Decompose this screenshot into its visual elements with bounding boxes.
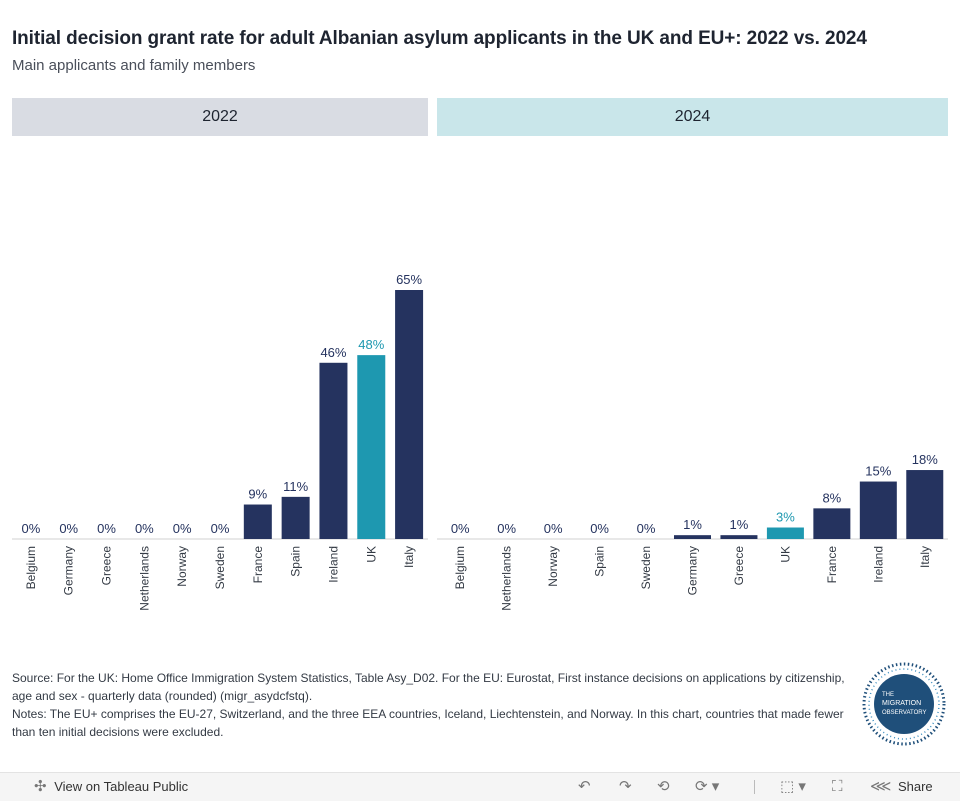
logo-text-line2: MIGRATION	[882, 700, 921, 707]
bar-2024-germany[interactable]	[674, 535, 711, 539]
data-label-2022-belgium: 0%	[22, 521, 41, 536]
tableau-icon: ✣	[34, 778, 47, 795]
data-label-2022-france: 9%	[248, 487, 267, 502]
tick-label-2022-france: France	[251, 546, 265, 584]
bar-2022-italy[interactable]	[395, 290, 424, 539]
tick-label-2024-netherlands: Netherlands	[500, 546, 514, 611]
bar-2022-spain[interactable]	[281, 496, 310, 539]
data-label-2022-germany: 0%	[59, 521, 78, 536]
logo-text-line3: OBSERVATORY	[882, 710, 926, 716]
share-button[interactable]: ⋘ Share	[870, 773, 933, 801]
redo-icon[interactable]: ↷	[619, 778, 632, 795]
data-label-2024-netherlands: 0%	[497, 521, 516, 536]
data-label-2024-belgium: 0%	[451, 521, 470, 536]
bar-2024-ireland[interactable]	[859, 481, 897, 539]
tick-label-2024-sweden: Sweden	[639, 546, 653, 589]
tick-label-2022-italy: Italy	[402, 546, 416, 568]
view-on-tableau-button[interactable]: ✣ View on Tableau Public	[34, 773, 188, 801]
tick-label-2024-norway: Norway	[546, 546, 560, 587]
data-label-2022-spain: 11%	[283, 479, 308, 494]
tick-label-2024-ireland: Ireland	[871, 546, 885, 583]
bar-2024-greece[interactable]	[720, 535, 758, 539]
download-icon[interactable]: ⬚ ▾	[780, 778, 806, 795]
bar-2024-uk[interactable]	[766, 527, 804, 539]
data-label-2024-ireland: 15%	[865, 464, 891, 479]
refresh-icon[interactable]: ⟳ ▾	[695, 778, 720, 795]
tableau-toolbar: ✣ View on Tableau Public ↶ ↷ ⟲ ⟳ ▾ ⬚ ▾ ⛶…	[0, 772, 960, 801]
data-label-2024-germany: 1%	[683, 517, 702, 532]
data-label-2024-sweden: 0%	[637, 521, 656, 536]
revert-icon[interactable]: ⟲	[657, 778, 670, 795]
data-label-2024-france: 8%	[822, 490, 841, 505]
tick-label-2022-ireland: Ireland	[326, 546, 340, 583]
data-label-2022-netherlands: 0%	[135, 521, 154, 536]
data-label-2022-ireland: 46%	[320, 345, 346, 360]
logo-text-line1: THE	[882, 692, 894, 698]
data-label-2024-norway: 0%	[544, 521, 563, 536]
data-label-2022-greece: 0%	[97, 521, 116, 536]
tick-label-2024-spain: Spain	[593, 546, 607, 577]
bar-2022-france[interactable]	[243, 504, 272, 539]
panel-header-2022: 2022	[12, 98, 428, 136]
tick-label-2024-france: France	[825, 546, 839, 584]
share-icon: ⋘	[870, 778, 892, 795]
data-label-2024-spain: 0%	[590, 521, 609, 536]
tick-label-2022-germany: Germany	[62, 546, 76, 595]
data-label-2022-italy: 65%	[396, 272, 422, 287]
tick-label-2024-italy: Italy	[918, 546, 932, 568]
notes-text: Notes: The EU+ comprises the EU-27, Swit…	[12, 707, 844, 739]
bar-2024-italy[interactable]	[906, 470, 944, 539]
bar-2022-ireland[interactable]	[319, 362, 348, 539]
tick-label-2022-sweden: Sweden	[213, 546, 227, 589]
data-label-2022-norway: 0%	[173, 521, 192, 536]
tick-label-2024-belgium: Belgium	[453, 546, 467, 589]
bar-2024-france[interactable]	[813, 508, 851, 539]
data-label-2022-uk: 48%	[358, 337, 384, 352]
data-label-2024-uk: 3%	[776, 510, 795, 525]
tick-label-2022-belgium: Belgium	[24, 546, 38, 589]
source-note: Source: For the UK: Home Office Immigrat…	[12, 671, 845, 703]
fullscreen-icon[interactable]: ⛶	[832, 778, 843, 795]
chart-subtitle: Main applicants and family members	[12, 57, 256, 74]
tick-label-2024-greece: Greece	[732, 546, 746, 586]
bar-chart: 0% Belgium 0% Germany 0% Greece 0% Netherlands 0…	[12, 272, 948, 611]
data-label-2024-greece: 1%	[730, 517, 749, 532]
tick-label-2022-netherlands: Netherlands	[137, 546, 151, 611]
tick-label-2022-spain: Spain	[289, 546, 303, 577]
share-label: Share	[897, 779, 933, 794]
undo-icon[interactable]: ↶	[578, 778, 591, 795]
panel-header-2024: 2024	[437, 98, 948, 136]
tick-label-2022-greece: Greece	[100, 546, 114, 586]
migration-observatory-logo: THE MIGRATION OBSERVATORY	[862, 662, 946, 746]
tick-label-2022-norway: Norway	[175, 546, 189, 587]
tick-label-2024-uk: UK	[778, 546, 792, 563]
bar-2022-uk[interactable]	[357, 355, 386, 539]
view-on-tableau-label: View on Tableau Public	[54, 779, 189, 794]
data-label-2024-italy: 18%	[912, 452, 938, 467]
chart-title: Initial decision grant rate for adult Al…	[12, 28, 867, 49]
tick-label-2022-uk: UK	[364, 546, 378, 563]
data-label-2022-sweden: 0%	[211, 521, 230, 536]
tick-label-2024-germany: Germany	[686, 546, 700, 595]
